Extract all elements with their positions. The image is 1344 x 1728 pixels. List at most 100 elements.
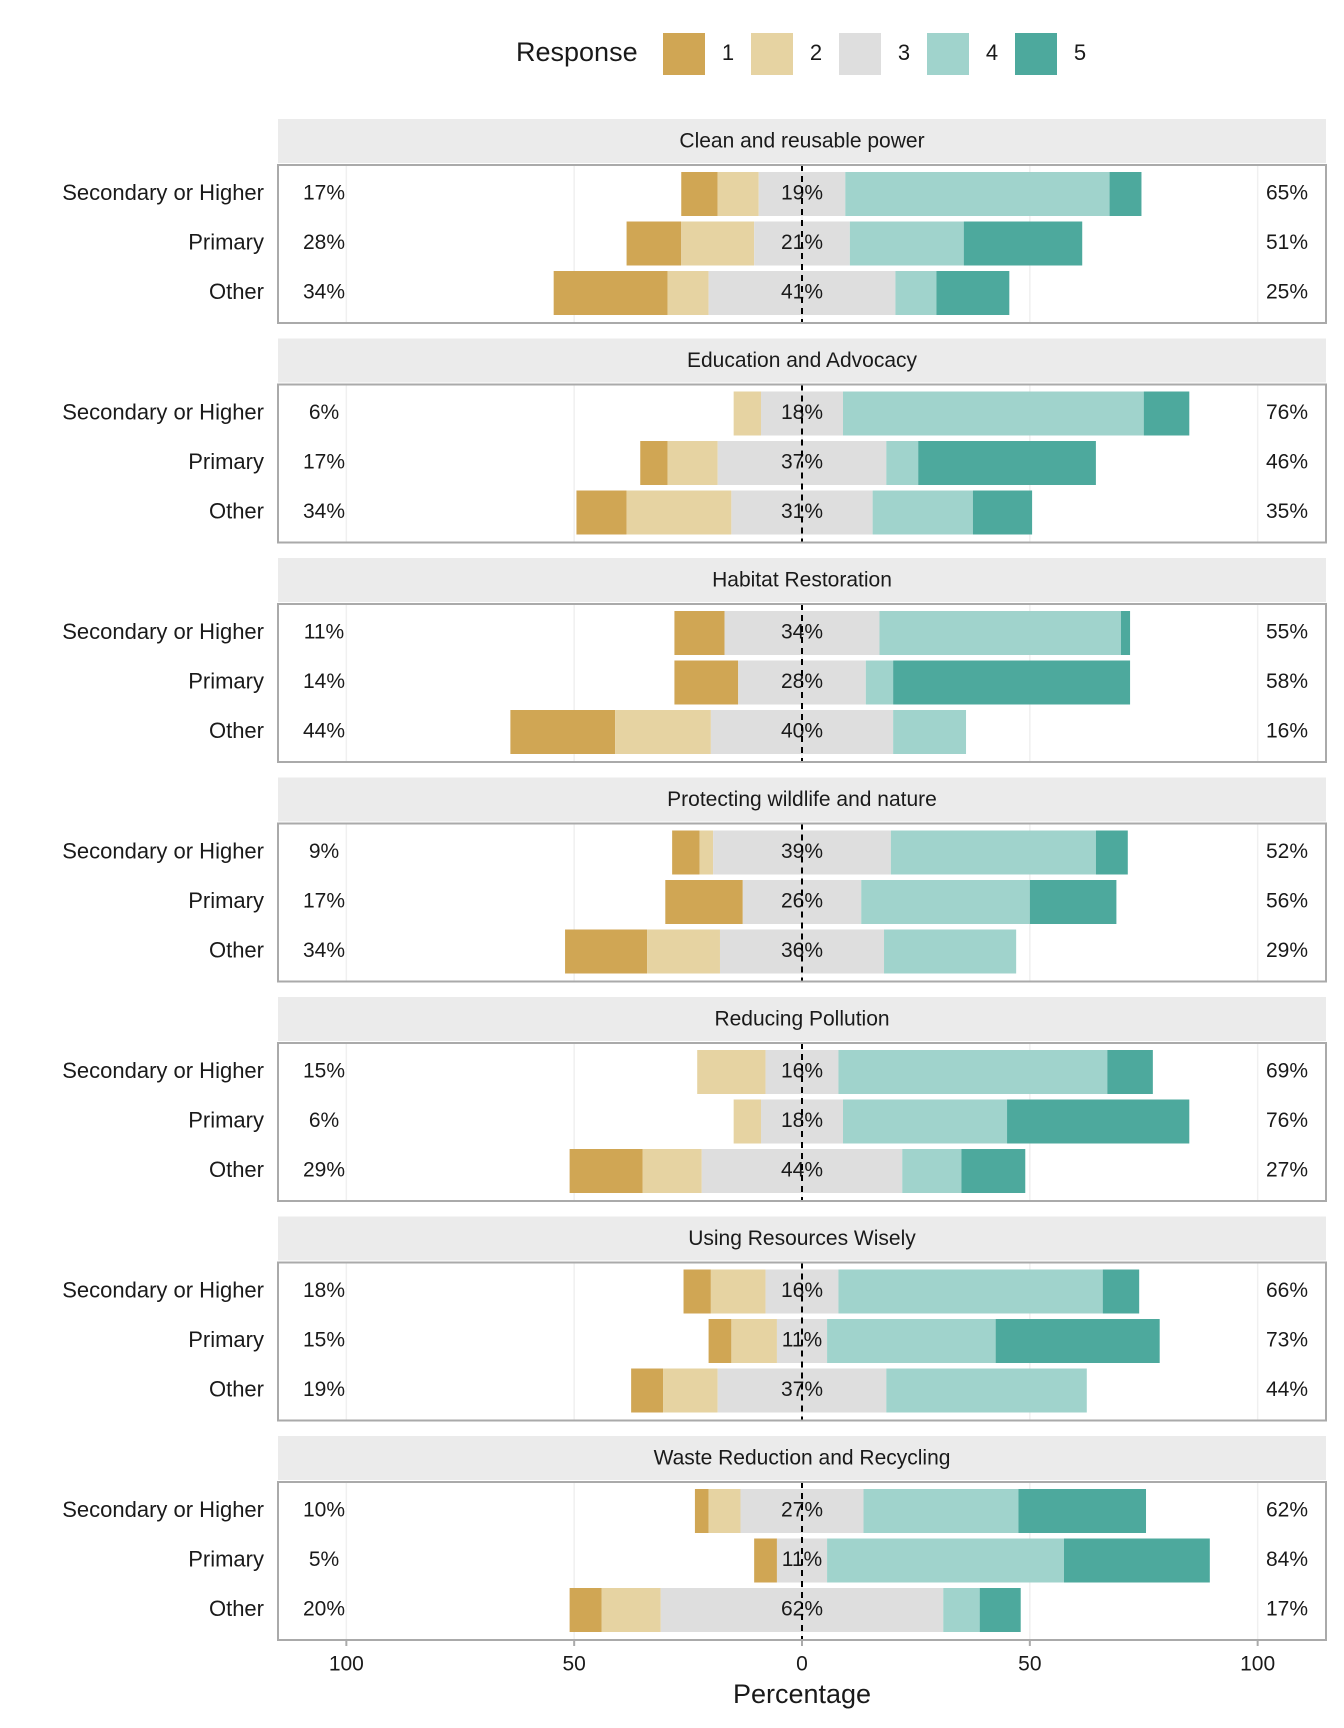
bar-segment	[708, 1489, 741, 1533]
high-label: 44%	[1266, 1378, 1308, 1401]
high-label: 55%	[1266, 621, 1308, 644]
low-label: 44%	[303, 720, 345, 743]
row-label: Primary	[188, 668, 264, 693]
neutral-label: 16%	[781, 1279, 823, 1302]
low-label: 18%	[303, 1279, 345, 1302]
bar-segment	[697, 1050, 766, 1094]
facet-strip	[278, 558, 1326, 602]
neutral-label: 19%	[781, 182, 823, 205]
low-label: 6%	[309, 401, 339, 424]
high-label: 76%	[1266, 1109, 1308, 1132]
low-label: 6%	[309, 1109, 339, 1132]
high-label: 58%	[1266, 670, 1308, 693]
row-label: Other	[209, 937, 264, 962]
legend-label: 5	[1074, 40, 1086, 65]
bar-segment	[936, 271, 1010, 315]
bar-segment	[674, 660, 739, 705]
bar-segment	[863, 1489, 1019, 1533]
bar-segment	[886, 441, 919, 485]
neutral-label: 36%	[781, 939, 823, 962]
bar-segment	[872, 490, 973, 535]
bar-segment	[631, 1368, 664, 1413]
high-label: 52%	[1266, 840, 1308, 863]
bar-segment	[893, 660, 1131, 705]
low-label: 10%	[303, 1499, 345, 1522]
high-label: 51%	[1266, 231, 1308, 254]
bar-segment	[667, 271, 709, 315]
bar-segment	[827, 1538, 1064, 1583]
facet-strip	[278, 338, 1326, 383]
bar-segment	[699, 830, 714, 875]
bar-segment	[893, 710, 967, 754]
facet-strip	[278, 119, 1326, 163]
bar-segment	[961, 1149, 1026, 1193]
facet-title: Education and Advocacy	[687, 349, 917, 372]
bar-segment	[886, 1368, 1087, 1413]
bar-segment	[902, 1149, 962, 1193]
panel-border	[277, 603, 1327, 763]
bar-segment	[663, 1368, 718, 1413]
bar-segment	[1064, 1538, 1210, 1583]
row-label: Secondary or Higher	[62, 1058, 264, 1083]
high-label: 69%	[1266, 1060, 1308, 1083]
low-label: 19%	[303, 1378, 345, 1401]
neutral-label: 44%	[781, 1159, 823, 1182]
legend-label: 2	[810, 40, 822, 65]
bar-segment	[674, 611, 725, 655]
bar-segment	[838, 1050, 1108, 1094]
row-label: Other	[209, 718, 264, 743]
bar-segment	[694, 1489, 709, 1533]
neutral-label: 37%	[781, 1378, 823, 1401]
legend-swatch	[663, 33, 705, 75]
neutral-label: 31%	[781, 500, 823, 523]
row-label: Primary	[188, 1107, 264, 1132]
high-label: 66%	[1266, 1279, 1308, 1302]
row-label: Primary	[188, 1327, 264, 1352]
facet-title: Reducing Pollution	[714, 1008, 889, 1031]
legend-label: 4	[986, 40, 998, 65]
panel-border	[277, 164, 1327, 324]
x-tick-label: 50	[1018, 1653, 1041, 1676]
row-label: Primary	[188, 449, 264, 474]
bar-segment	[865, 660, 894, 705]
bar-segment	[642, 1149, 702, 1193]
low-label: 29%	[303, 1159, 345, 1182]
neutral-label: 34%	[781, 621, 823, 644]
high-label: 65%	[1266, 182, 1308, 205]
bar-segment	[849, 221, 964, 266]
bar-segment	[827, 1319, 996, 1363]
high-label: 46%	[1266, 451, 1308, 474]
bar-segment	[510, 710, 616, 754]
bar-segment	[1029, 880, 1117, 924]
bar-segment	[943, 1588, 980, 1632]
low-label: 17%	[303, 890, 345, 913]
bar-segment	[1109, 172, 1142, 216]
high-label: 29%	[1266, 939, 1308, 962]
bar-segment	[843, 391, 1144, 436]
bar-segment	[1143, 391, 1190, 436]
bar-segment	[569, 1149, 643, 1193]
x-tick-label: 50	[562, 1653, 585, 1676]
facet-strip	[278, 1436, 1326, 1480]
bar-segment	[1102, 1269, 1140, 1314]
bar-segment	[601, 1588, 661, 1632]
bar-segment	[640, 441, 668, 485]
legend-title: Response	[516, 37, 638, 67]
x-tick-label: 100	[329, 1653, 364, 1676]
low-label: 28%	[303, 231, 345, 254]
x-axis-title: Percentage	[733, 1679, 871, 1709]
bar-segment	[626, 490, 732, 535]
panel-border	[277, 1261, 1327, 1422]
row-label: Secondary or Higher	[62, 619, 264, 644]
legend-swatch	[751, 33, 793, 75]
facet-title: Using Resources Wisely	[688, 1227, 916, 1250]
row-label: Other	[209, 1596, 264, 1621]
high-label: 84%	[1266, 1548, 1308, 1571]
facet-strip	[278, 777, 1326, 822]
low-label: 14%	[303, 670, 345, 693]
bar-segment	[884, 929, 1017, 974]
high-label: 73%	[1266, 1329, 1308, 1352]
row-label: Secondary or Higher	[62, 838, 264, 863]
low-label: 11%	[304, 621, 344, 644]
